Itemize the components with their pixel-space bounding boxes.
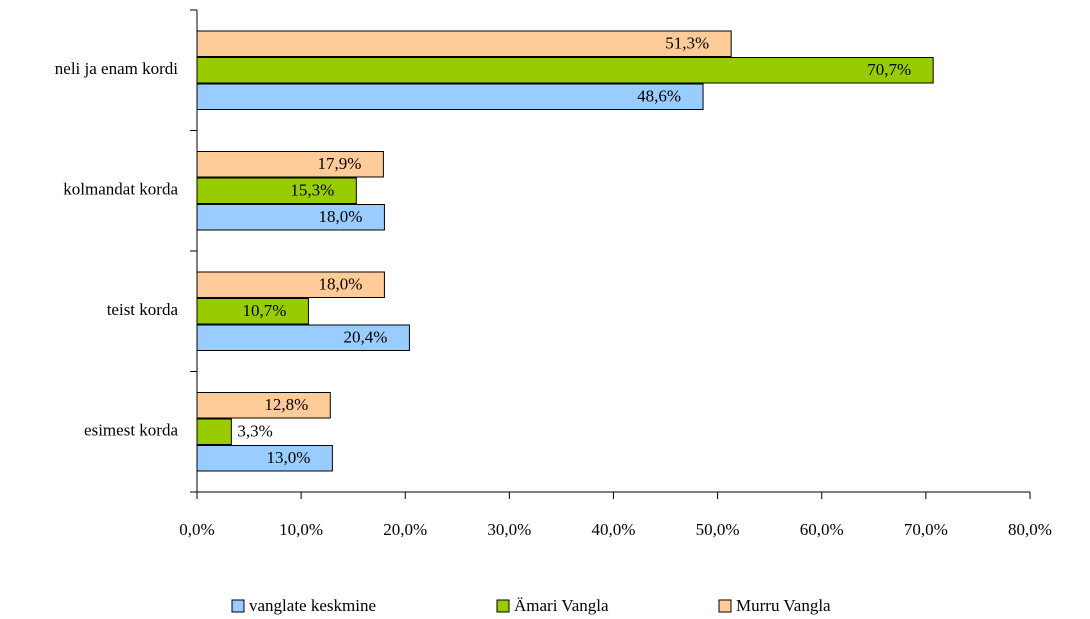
data-label: 20,4%	[343, 328, 387, 347]
y-tick-label: teist korda	[107, 300, 179, 319]
bar	[196, 324, 410, 351]
bar	[196, 83, 704, 110]
legend-swatch	[496, 599, 510, 613]
x-tick-label: 80,0%	[1008, 520, 1052, 539]
data-label: 70,7%	[867, 60, 911, 79]
y-tick-label: neli ja enam kordi	[55, 59, 178, 78]
x-tick-label: 0,0%	[179, 520, 214, 539]
x-tick-label: 40,0%	[592, 520, 636, 539]
data-label: 51,3%	[665, 34, 709, 53]
x-tick-label: 30,0%	[487, 520, 531, 539]
bar	[196, 57, 934, 84]
data-label: 13,0%	[266, 448, 310, 467]
data-label: 17,9%	[317, 154, 361, 173]
x-tick-label: 50,0%	[696, 520, 740, 539]
x-tick-label: 70,0%	[904, 520, 948, 539]
bar	[196, 204, 385, 231]
bar	[196, 151, 384, 178]
legend-label: Ämari Vangla	[514, 596, 609, 615]
x-tick-label: 60,0%	[800, 520, 844, 539]
legend-swatch	[718, 599, 732, 613]
y-tick-label: esimest korda	[84, 421, 178, 440]
data-label: 10,7%	[242, 301, 286, 320]
y-tick-label: kolmandat korda	[63, 180, 178, 199]
legend-label: vanglate keskmine	[249, 596, 376, 615]
data-label: 18,0%	[319, 207, 363, 226]
data-label: 12,8%	[264, 395, 308, 414]
bar	[196, 445, 333, 472]
data-label: 3,3%	[237, 422, 272, 441]
data-label: 18,0%	[319, 275, 363, 294]
data-label: 48,6%	[637, 87, 681, 106]
bar	[196, 177, 357, 204]
x-tick-label: 20,0%	[383, 520, 427, 539]
bar	[196, 30, 732, 57]
bar	[196, 392, 331, 419]
legend-label: Murru Vangla	[736, 596, 831, 615]
bar	[196, 271, 385, 298]
x-tick-label: 10,0%	[279, 520, 323, 539]
legend-swatch	[231, 599, 245, 613]
bar	[196, 418, 232, 445]
data-label: 15,3%	[290, 181, 334, 200]
bar	[196, 298, 309, 325]
